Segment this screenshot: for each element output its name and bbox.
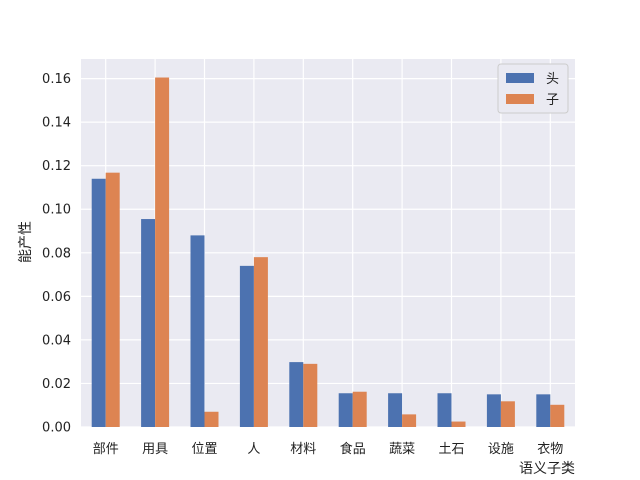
- legend-label-zi: 子: [546, 93, 559, 108]
- x-tick-label: 食品: [340, 441, 366, 457]
- y-tick-label: 0.08: [42, 246, 71, 261]
- legend-label-head: 头: [546, 72, 559, 87]
- bar-head-8: [486, 394, 501, 427]
- bar-head-1: [141, 219, 156, 427]
- bar-zi-1: [155, 77, 170, 427]
- y-tick-label: 0.06: [42, 290, 71, 305]
- x-tick-label: 人: [247, 442, 260, 457]
- bar-zi-0: [105, 172, 120, 427]
- x-tick-label: 位置: [191, 442, 217, 457]
- bar-zi-7: [451, 421, 466, 427]
- x-tick-label: 土石: [438, 442, 464, 457]
- bar-head-3: [239, 265, 254, 427]
- bar-zi-4: [303, 363, 318, 427]
- bar-head-5: [338, 393, 353, 427]
- bar-head-7: [437, 393, 452, 427]
- legend-swatch-zi: [506, 94, 534, 104]
- legend: 头 子: [497, 63, 569, 114]
- bar-head-2: [190, 235, 205, 427]
- y-axis-ticks: 0.00 0.02 0.04 0.06 0.08 0.10 0.12 0.14 0.16: [42, 72, 71, 435]
- legend-swatch-head: [506, 73, 534, 83]
- bar-head-4: [289, 362, 304, 427]
- bar-head-9: [536, 394, 551, 427]
- y-tick-label: 0.02: [42, 377, 71, 392]
- bar-zi-6: [402, 414, 417, 427]
- bar-zi-3: [253, 257, 268, 427]
- x-tick-label: 用具: [142, 442, 168, 457]
- bar-zi-5: [352, 391, 367, 427]
- bar-head-6: [388, 393, 403, 427]
- x-tick-label: 蔬菜: [389, 442, 415, 457]
- y-tick-label: 0.14: [42, 116, 71, 131]
- x-tick-label: 设施: [488, 442, 514, 457]
- y-tick-label: 0.00: [42, 421, 71, 436]
- x-tick-label: 部件: [93, 442, 119, 457]
- bar-zi-9: [550, 404, 565, 427]
- x-axis-ticks: 部件 用具 位置 人 材料 食品 蔬菜 土石 设施 衣物: [93, 441, 564, 457]
- y-tick-label: 0.12: [42, 159, 71, 174]
- bars: [91, 77, 565, 427]
- bar-head-0: [91, 178, 106, 427]
- bar-zi-2: [204, 411, 219, 427]
- y-tick-label: 0.04: [42, 333, 71, 348]
- y-tick-label: 0.16: [42, 72, 71, 87]
- x-tick-label: 材料: [290, 442, 316, 457]
- bar-zi-8: [500, 401, 515, 427]
- x-tick-label: 衣物: [537, 441, 563, 457]
- x-axis-label: 语义子类: [519, 461, 575, 477]
- y-axis-label: 能产性: [18, 221, 34, 263]
- y-tick-label: 0.10: [42, 203, 71, 218]
